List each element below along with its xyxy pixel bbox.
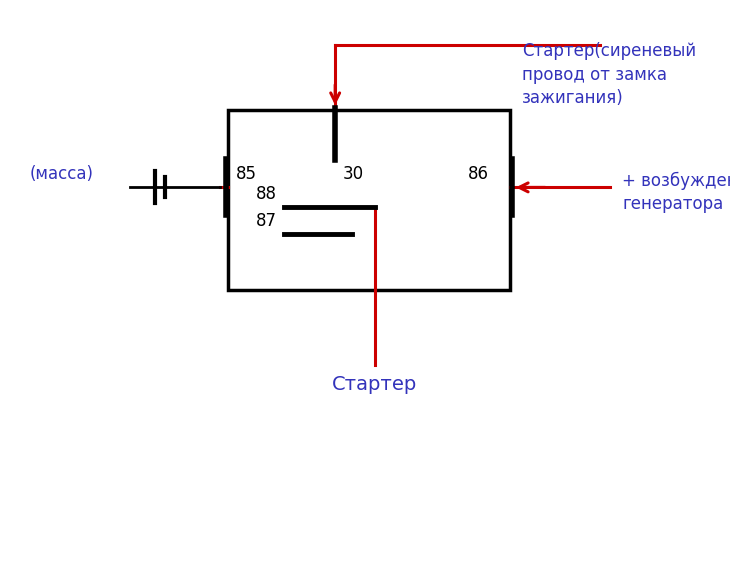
Text: Стартер: Стартер (332, 375, 418, 394)
Bar (228, 110, 510, 290)
Text: Стартер(сиреневый
провод от замка
зажигания): Стартер(сиреневый провод от замка зажига… (522, 42, 696, 107)
Text: (масса): (масса) (30, 165, 94, 184)
Text: 30: 30 (343, 165, 364, 183)
Text: 86: 86 (468, 165, 489, 184)
Text: 88: 88 (255, 185, 277, 203)
Text: + возбуждение
генератора: + возбуждение генератора (622, 172, 730, 213)
Text: 85: 85 (236, 165, 257, 184)
Text: 87: 87 (255, 212, 277, 230)
